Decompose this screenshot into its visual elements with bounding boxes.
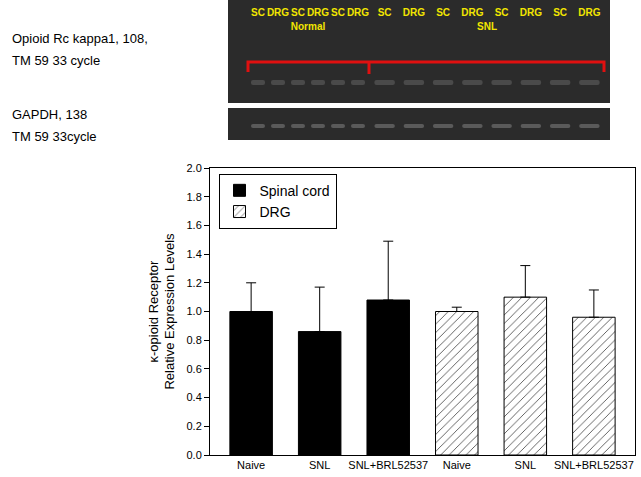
- svg-text:1.6: 1.6: [187, 219, 202, 231]
- svg-text:SC: SC: [291, 7, 305, 18]
- svg-text:2.0: 2.0: [187, 162, 202, 174]
- svg-text:SNL+BRL52537: SNL+BRL52537: [348, 459, 428, 471]
- svg-text:SC: SC: [436, 7, 450, 18]
- svg-text:1.0: 1.0: [187, 305, 202, 317]
- svg-text:SC: SC: [553, 7, 567, 18]
- html-text:TM 59 33 cycle: TM 59 33 cycle: [12, 53, 101, 68]
- svg-text:1.4: 1.4: [187, 248, 202, 260]
- svg-text:Naive: Naive: [237, 459, 265, 471]
- svg-text:κ-opioid ReceptorRelative Expr: κ-opioid ReceptorRelative Expression Lev…: [146, 233, 178, 390]
- svg-text:0.2: 0.2: [187, 420, 202, 432]
- svg-text:DRG: DRG: [578, 7, 600, 18]
- svg-text:DRG: DRG: [461, 7, 483, 18]
- svg-text:SC: SC: [495, 7, 509, 18]
- svg-text:Spinal cord: Spinal cord: [260, 183, 330, 199]
- svg-text:DRG: DRG: [347, 7, 369, 18]
- svg-text:SC: SC: [378, 7, 392, 18]
- html-text:Opioid Rc kappa1, 108,: Opioid Rc kappa1, 108,: [12, 31, 148, 46]
- svg-text:DRG: DRG: [260, 204, 291, 220]
- svg-text:SNL+BRL52537: SNL+BRL52537: [554, 459, 634, 471]
- svg-text:0.0: 0.0: [187, 449, 202, 461]
- svg-text:DRG: DRG: [403, 7, 425, 18]
- svg-text:Naive: Naive: [443, 459, 471, 471]
- svg-text:DRG: DRG: [520, 7, 542, 18]
- svg-text:DRG: DRG: [307, 7, 329, 18]
- svg-text:1.8: 1.8: [187, 191, 202, 203]
- svg-text:0.6: 0.6: [187, 363, 202, 375]
- svg-text:SNL: SNL: [309, 459, 330, 471]
- html-text:TM 59 33cycle: TM 59 33cycle: [12, 129, 97, 144]
- html-text:GAPDH, 138: GAPDH, 138: [12, 107, 88, 122]
- svg-text:0.8: 0.8: [187, 334, 202, 346]
- svg-text:SNL: SNL: [515, 459, 536, 471]
- svg-text:SC: SC: [251, 7, 265, 18]
- svg-text:Normal: Normal: [291, 21, 326, 32]
- svg-text:0.4: 0.4: [187, 391, 202, 403]
- svg-text:SC: SC: [331, 7, 345, 18]
- svg-text:SNL: SNL: [477, 21, 497, 32]
- svg-text:DRG: DRG: [267, 7, 289, 18]
- svg-text:1.2: 1.2: [187, 277, 202, 289]
